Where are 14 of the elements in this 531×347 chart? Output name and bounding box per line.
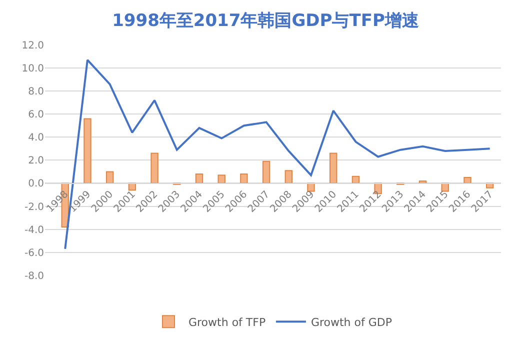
y-tick-label: -6.0 (24, 248, 44, 259)
y-tick-label: 4.0 (28, 132, 44, 144)
y-tick-label: -4.0 (24, 224, 44, 236)
legend-label: Growth of GDP (310, 316, 392, 329)
y-tick-label: 8.0 (28, 86, 44, 98)
y-tick-label: 0.0 (28, 178, 44, 190)
y-tick-label: 12.0 (22, 40, 44, 52)
y-tick-label: 10.0 (22, 64, 44, 75)
y-tick-label: -2.0 (24, 202, 44, 213)
y-tick-label: 2.0 (28, 156, 44, 167)
y-tick-label: -8.0 (24, 270, 44, 282)
chart-title: 1998年至2017年韩国GDP与TFP增速 (112, 10, 419, 31)
y-tick-label: 6.0 (28, 110, 44, 121)
legend-label: Growth of TFP (188, 316, 266, 329)
